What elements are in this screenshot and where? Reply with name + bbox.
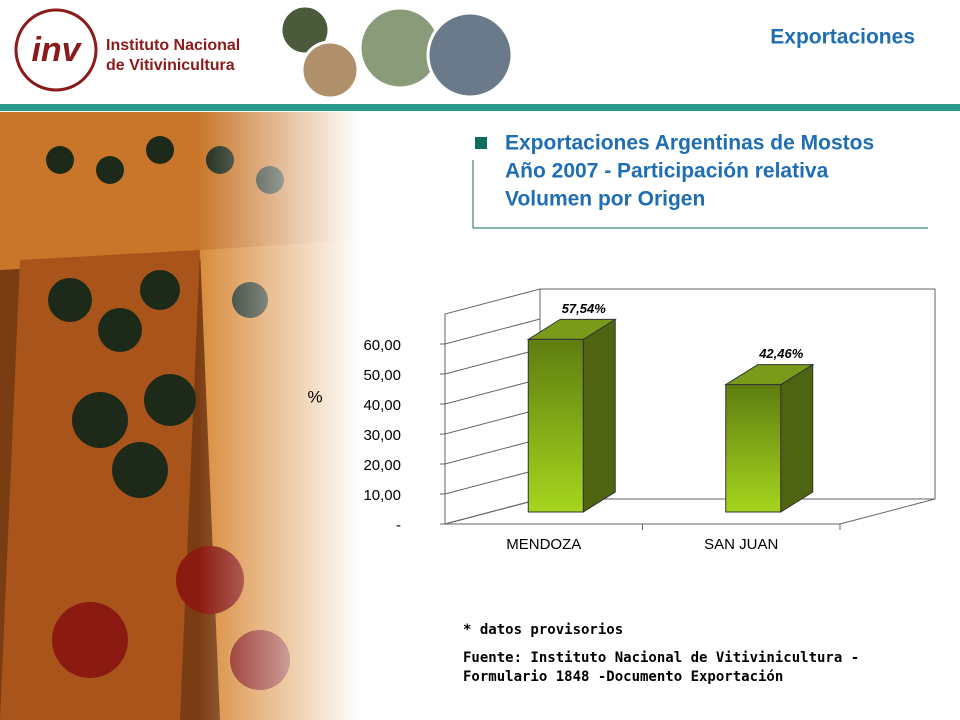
- source-note: Formulario 1848 -Documento Exportación: [463, 669, 783, 685]
- y-axis-label: %: [307, 387, 322, 406]
- chart-title: Volumen por Origen: [505, 188, 705, 211]
- logo-text: de Vitivinicultura: [106, 57, 235, 74]
- grid-line: [444, 468, 541, 495]
- grid-line: [444, 318, 541, 345]
- grid-line: [444, 348, 541, 375]
- bar-side: [780, 363, 814, 513]
- y-tick-label: -: [396, 517, 401, 534]
- y-tick-label: 50,00: [363, 367, 401, 384]
- value-label: 42,46%: [758, 346, 804, 361]
- y-tick-label: 10,00: [363, 487, 401, 504]
- chart-title: Año 2007 - Participación relativa: [505, 160, 829, 183]
- grid-line: [444, 378, 541, 405]
- page-title: Exportaciones: [770, 26, 915, 49]
- note: * datos provisorios: [463, 622, 623, 638]
- logo-mark: inv: [31, 31, 82, 69]
- source-note: Fuente: Instituto Nacional de Vitivinicu…: [463, 650, 859, 666]
- y-tick-label: 40,00: [363, 397, 401, 414]
- side-wall: [444, 288, 541, 525]
- y-tick-label: 60,00: [363, 337, 401, 354]
- title-bullet: [475, 137, 487, 149]
- y-tick-label: 30,00: [363, 427, 401, 444]
- bar: [725, 384, 782, 513]
- bar: [527, 338, 584, 513]
- chart-title: Exportaciones Argentinas de Mostos: [505, 132, 874, 155]
- x-tick-label: MENDOZA: [506, 536, 581, 553]
- x-tick-label: SAN JUAN: [704, 536, 778, 553]
- logo-text: Instituto Nacional: [106, 37, 240, 54]
- value-label: 57,54%: [562, 301, 607, 316]
- bar-side: [582, 318, 616, 513]
- background-photo: [0, 112, 360, 720]
- y-tick-label: 20,00: [363, 457, 401, 474]
- grid-line: [444, 498, 541, 525]
- grid-line: [444, 438, 541, 465]
- header: inv Instituto Nacional de Vitivinicultur…: [0, 4, 960, 111]
- grid-line: [444, 408, 541, 435]
